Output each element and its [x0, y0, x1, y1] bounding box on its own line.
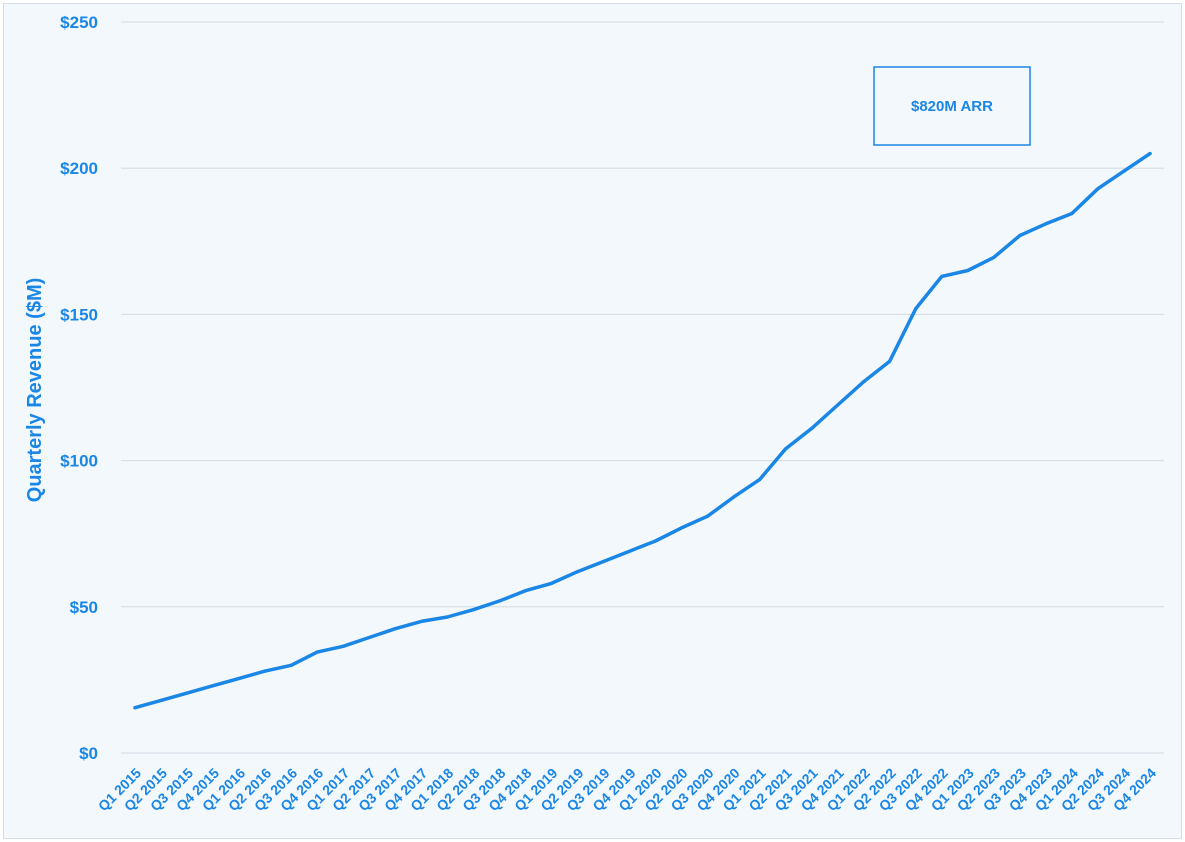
data-point [445, 615, 449, 619]
data-point [758, 478, 762, 482]
data-point [263, 669, 267, 673]
data-point [1122, 169, 1126, 173]
data-point [810, 426, 814, 431]
data-point [159, 698, 163, 702]
data-point [1044, 222, 1048, 226]
data-point [549, 581, 554, 586]
data-point [1018, 233, 1022, 238]
data-point [393, 627, 397, 631]
y-tick-label: $0 [79, 744, 98, 763]
data-point [914, 306, 918, 311]
annotation-box: $820M ARR [873, 66, 1031, 146]
data-point [315, 650, 319, 654]
data-point [419, 619, 423, 624]
annotation-text: $820M ARR [911, 98, 993, 115]
y-tick-label: $50 [70, 598, 98, 617]
y-tick-label: $250 [60, 13, 98, 32]
data-point [341, 644, 345, 648]
data-points [133, 151, 1152, 710]
data-point [992, 255, 996, 259]
data-point [966, 268, 970, 273]
data-point [367, 635, 371, 640]
data-point [731, 495, 736, 499]
chart-frame: $0 $50 $100 $150 $200 $250 Q1 2015 Q2 2015 Q3 2… [3, 3, 1182, 839]
data-point [653, 539, 658, 543]
series-line [133, 151, 1152, 710]
data-point [888, 359, 892, 363]
y-tick-label: $150 [60, 305, 98, 324]
data-point [523, 589, 527, 593]
y-axis-label: Quarterly Revenue ($M) [24, 278, 46, 503]
data-point [1148, 151, 1152, 156]
data-point [784, 447, 788, 451]
y-tick-label: $100 [60, 452, 98, 471]
data-point [133, 706, 137, 710]
gridlines [121, 21, 1164, 754]
data-point [705, 514, 710, 518]
data-point [627, 549, 632, 553]
data-point [575, 570, 580, 574]
data-point [289, 663, 293, 667]
data-point [679, 526, 684, 530]
data-point [497, 599, 501, 603]
data-point [862, 380, 866, 384]
data-point [237, 676, 241, 681]
y-axis-ticks: $0 $50 $100 $150 $200 $250 [60, 13, 98, 763]
data-point [1096, 187, 1100, 191]
data-point [940, 274, 944, 278]
data-point [211, 684, 215, 688]
data-point [471, 608, 475, 612]
y-tick-label: $200 [60, 159, 98, 178]
data-point [185, 691, 189, 695]
data-point [601, 559, 606, 564]
data-point [1070, 211, 1074, 216]
data-point [836, 403, 840, 407]
annotation-border [873, 66, 1031, 146]
